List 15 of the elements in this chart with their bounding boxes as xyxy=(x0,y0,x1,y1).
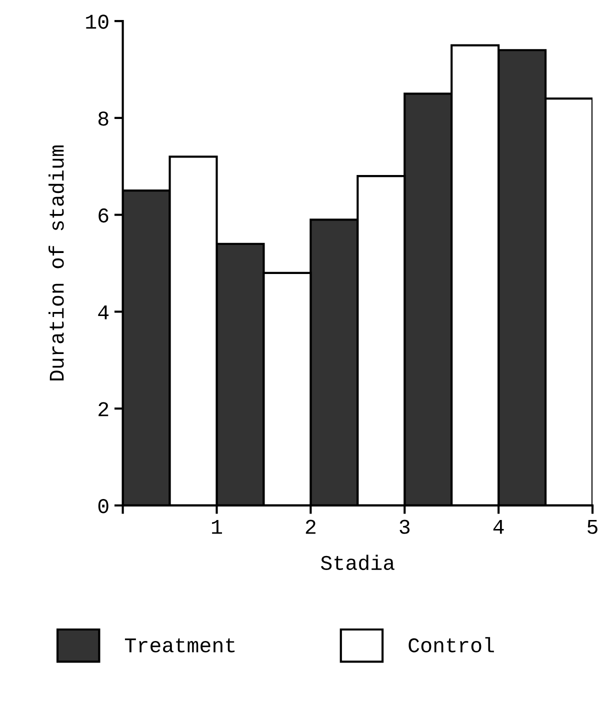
y-tick-label: 2 xyxy=(98,402,108,416)
y-axis-title: Duration of stadium xyxy=(48,146,64,380)
y-tick-label: 4 xyxy=(98,306,109,320)
y-tick-label: 10 xyxy=(86,14,108,29)
x-tick-label: 3 xyxy=(400,520,410,534)
legend-label: Control xyxy=(408,637,494,652)
y-tick-label: 8 xyxy=(98,112,108,126)
x-tick-label: 5 xyxy=(588,520,598,534)
legend-label: Treatment xyxy=(124,638,235,652)
x-tick-label: 4 xyxy=(493,520,504,534)
x-axis-title: Stadia xyxy=(320,554,394,570)
y-tick-label: 0 xyxy=(98,499,108,514)
x-tick-label: 1 xyxy=(212,520,222,534)
x-tick-label: 2 xyxy=(306,520,316,534)
y-tick-label: 6 xyxy=(98,208,108,223)
